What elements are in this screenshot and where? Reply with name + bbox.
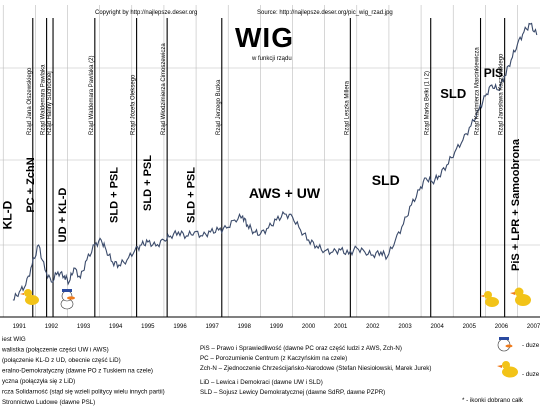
x-tick-label: 1998 [238,324,252,330]
legend-entry: SLD – Sojusz Lewicy Demokratycznej (dawn… [200,389,385,396]
legend-entry: PiS – Prawo i Sprawiedliwość (dawne PC o… [200,345,402,352]
x-tick-label: 2003 [398,324,412,330]
legend-entry: yczna (połączyła się z LiD) [2,378,75,385]
source-text: Source: http://najlepsze.deser.org/pic_w… [257,10,393,16]
grid-lines [0,5,540,317]
government-label: Rząd Leszka Millera [344,80,350,135]
coalition-label: UD + KL-D [57,188,69,243]
x-tick-label: 1994 [109,324,123,330]
government-label: Rząd Jana Olszewskiego [27,67,33,135]
x-tick-label: 2001 [334,324,348,330]
government-labels: Rząd Jana Olszewskiego Rząd Waldemara Paw… [27,43,505,135]
government-label: Rząd Jerzego Buzka [216,79,222,135]
coalition-label: AWS + UW [249,185,321,201]
coalition-labels: KL-D PC + ZchN UD + KL-D SLD + PSL SLD + PSL… [0,66,522,271]
legend-entry: Zch-N – Zjednoczenie Chrześcijańsko-Naro… [200,365,431,372]
coalition-label: SLD [440,86,466,101]
government-label: Rząd Waldemara Pawlaka (2) [89,56,95,135]
x-tick-label: 2002 [366,324,380,330]
coalition-label: SLD + PSL [185,167,197,223]
legend-right: PiS – Prawo i Sprawiedliwość (dawne PC o… [200,345,431,396]
x-tick-label: 1997 [205,324,219,330]
government-label: Rząd Waldemara Pawlaka [41,64,47,135]
chart-subtitle: w funkcji rządu [251,56,292,62]
legend-entry: iest WIG [2,336,26,343]
legend-entry: PC – Porozumienie Centrum (z Kaczyńskim … [200,355,347,362]
legend-duze-1: - duze [522,342,540,349]
x-tick-label: 1999 [270,324,284,330]
coalition-label: SLD + PSL [108,167,120,223]
x-tick-label: 1996 [173,324,187,330]
government-label: Rząd Kazimierza Marcinkiewicza [475,47,481,135]
coalition-label: KL-D [0,200,14,229]
x-tick-label: 2005 [463,324,477,330]
legend-duck-icon [497,361,518,378]
coalition-label: PiS + LPR + Samoobrona [510,138,522,271]
legend-left: iest WIG walistka (połączenie części UW i… [1,336,165,406]
x-tick-label: 1995 [141,324,155,330]
government-label: Rząd Marka Belki (1 i 2) [425,71,431,135]
x-tick-labels: 1991 1992 1993 1994 1995 1996 1997 1998 1999 2000… [13,324,540,330]
legend-entry: eralno-Demokratyczny (dawne PO z Tuskiem… [2,368,153,375]
legend-entry: (połączenie KL-D z UD, obecnie część LiD… [2,357,121,364]
government-label: Rząd Włodzimierza Cimoszewicza [161,43,167,135]
x-tick-label: 1992 [45,324,59,330]
duck-icon [510,287,531,306]
legend-entry: walistka (połączenie części UW i AWS) [1,347,109,354]
copyright-text: Copyright by http://najlepsze.deser.org [95,10,197,16]
legend-entry: Stronnictwo Ludowe (dawne PSL) [2,399,95,406]
x-tick-label: 2004 [430,324,444,330]
legend-note: * - ikonki dobrano całk [462,397,524,404]
legend-entry: rcza Solidarność (stąd się wzieli polity… [2,389,165,396]
legend-duze-2: - duze [522,371,540,378]
x-tick-label: 1993 [77,324,91,330]
duck-icon [20,289,39,305]
legend-entry: LiD – Lewica i Demokraci (dawne UW i SLD… [200,379,323,386]
donald-duck-icon [60,289,75,310]
x-tick-label: 2006 [495,324,509,330]
coalition-label: SLD [372,172,400,188]
government-label: Rząd Hanny Suchockiej [47,71,53,135]
government-label: Rząd Józefa Oleksego [131,74,137,135]
duck-icon [480,291,499,307]
wig-series-line [12,22,538,301]
coalition-label: PC + ZchN [25,157,37,212]
chart-title: WIG [235,22,294,53]
government-dividers [32,18,506,317]
coalition-label: PIS [484,66,503,80]
government-label: Rząd Jarosława Kaczyńskiego [499,53,505,135]
legend-donald-icon [497,337,513,352]
x-tick-label: 2000 [302,324,316,330]
x-tick-label: 2007 [527,324,540,330]
coalition-label: SLD + PSL [142,155,154,211]
x-tick-label: 1991 [13,324,27,330]
